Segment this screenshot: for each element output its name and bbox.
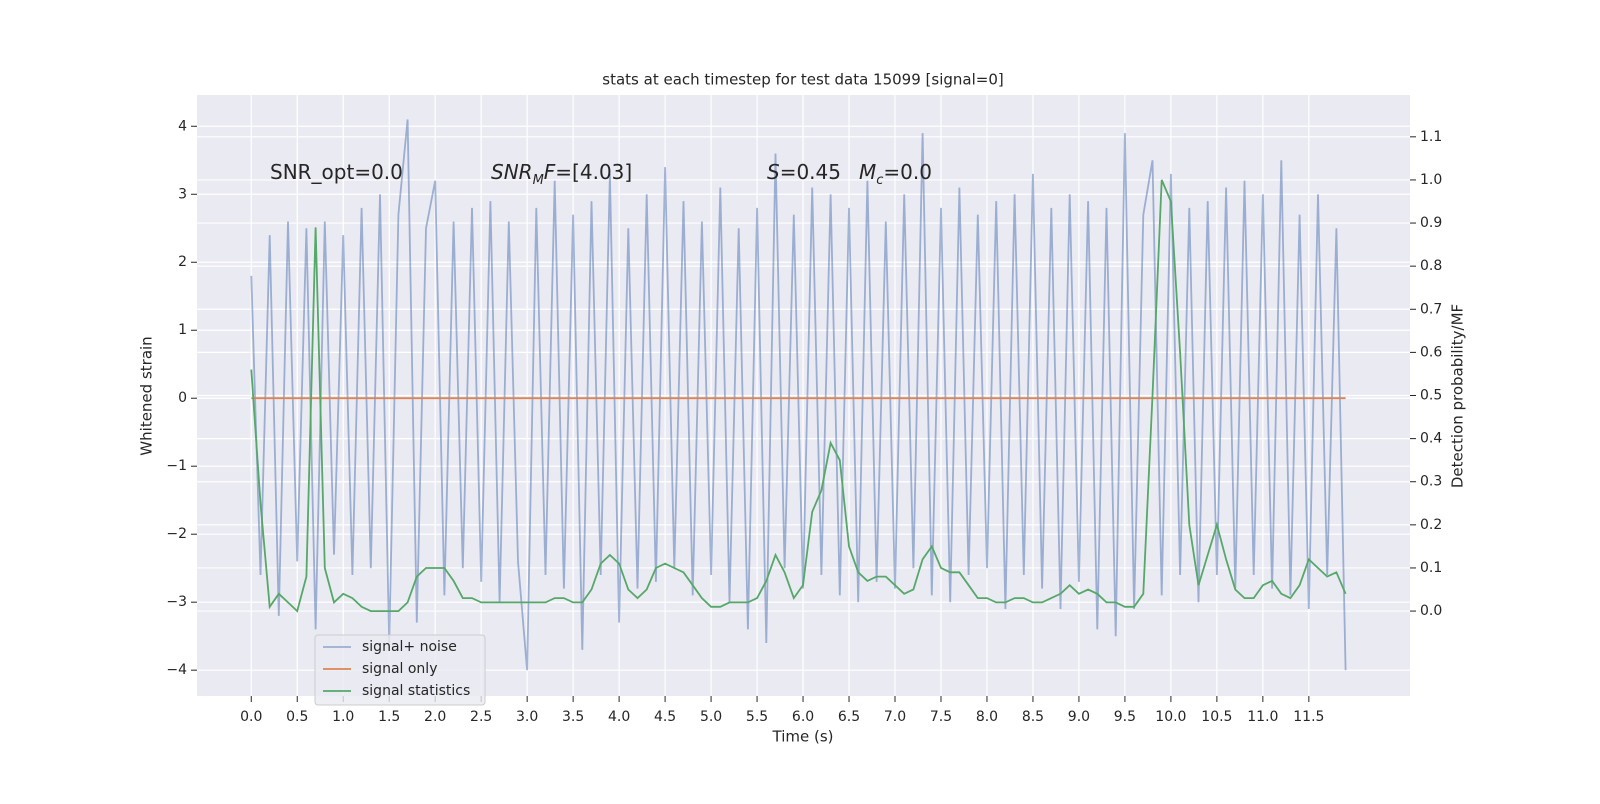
annotation-part: =0.0	[883, 160, 932, 184]
y2-tick-label: 0.5	[1420, 388, 1442, 404]
x-tick-label: 7.5	[930, 709, 952, 725]
x-tick-label: 3.0	[516, 709, 538, 725]
x-tick-label: 5.0	[700, 709, 722, 725]
annotation: SNRMF=[4.03]	[491, 160, 632, 189]
annotation-part: M	[533, 173, 544, 188]
y-tick-label: −1	[166, 458, 187, 474]
x-tick-label: 4.0	[608, 709, 630, 725]
y2-tick-label: 1.0	[1420, 172, 1442, 188]
x-tick-label: 9.5	[1114, 709, 1136, 725]
y2-tick-label: 0.0	[1420, 603, 1442, 619]
x-tick-label: 10.5	[1201, 709, 1232, 725]
y-tick-label: 2	[178, 254, 187, 270]
x-axis-label: Time (s)	[772, 728, 834, 746]
x-tick-label: 0.0	[240, 709, 262, 725]
annotation-part: =0.45	[780, 160, 841, 184]
x-tick-label: 1.5	[378, 709, 400, 725]
annotation-part: =[4.03]	[555, 160, 632, 184]
chart-title: stats at each timestep for test data 150…	[602, 71, 1003, 89]
annotation-part: SNR_opt=0.0	[270, 160, 403, 184]
x-tick-label: 2.5	[470, 709, 492, 725]
x-tick-label: 8.0	[976, 709, 998, 725]
x-tick-label: 6.0	[792, 709, 814, 725]
y2-tick-label: 0.8	[1420, 258, 1442, 274]
x-tick-label: 6.5	[838, 709, 860, 725]
x-tick-label: 9.0	[1068, 709, 1090, 725]
x-tick-label: 3.5	[562, 709, 584, 725]
x-tick-label: 8.5	[1022, 709, 1044, 725]
annotation-part: S	[767, 160, 780, 184]
y2-tick-label: 0.2	[1420, 517, 1442, 533]
y2-tick-label: 1.1	[1420, 129, 1442, 145]
x-tick-label: 0.5	[286, 709, 308, 725]
annotation: S=0.45	[767, 160, 841, 184]
annotation-part: F	[544, 160, 556, 184]
legend-label: signal statistics	[362, 683, 470, 699]
x-tick-label: 2.0	[424, 709, 446, 725]
y2-tick-label: 0.3	[1420, 474, 1442, 490]
x-tick-label: 1.0	[332, 709, 354, 725]
x-tick-label: 10.0	[1155, 709, 1186, 725]
y-tick-label: 3	[178, 186, 187, 202]
legend-label: signal+ noise	[362, 639, 457, 655]
legend-box	[314, 634, 486, 706]
x-tick-label: 5.5	[746, 709, 768, 725]
y2-tick-label: 0.4	[1420, 431, 1442, 447]
x-tick-label: 7.0	[884, 709, 906, 725]
y-axis-label: Whitened strain	[138, 336, 156, 455]
y-tick-label: −3	[166, 594, 187, 610]
annotation-part: c	[876, 173, 883, 188]
y-tick-label: 0	[178, 390, 187, 406]
y-tick-label: −4	[166, 662, 187, 678]
x-tick-label: 4.5	[654, 709, 676, 725]
x-tick-label: 11.0	[1247, 709, 1278, 725]
series-line	[250, 119, 1347, 671]
y-tick-label: −2	[166, 526, 187, 542]
series-line	[250, 179, 1347, 613]
y2-tick-label: 0.1	[1420, 560, 1442, 576]
y-tick-label: 1	[178, 322, 187, 338]
y2-axis-label: Detection probability/MF	[1449, 304, 1467, 488]
y2-tick-label: 0.9	[1420, 215, 1442, 231]
legend-label: signal only	[362, 661, 437, 677]
x-tick-label: 11.5	[1293, 709, 1324, 725]
y2-tick-label: 0.6	[1420, 344, 1442, 360]
annotation: Mc=0.0	[859, 160, 932, 189]
annotation-part: SNR	[491, 160, 533, 184]
y-tick-label: 4	[178, 118, 187, 134]
annotation-part: M	[859, 160, 876, 184]
y2-tick-label: 0.7	[1420, 301, 1442, 317]
annotation: SNR_opt=0.0	[270, 160, 403, 184]
